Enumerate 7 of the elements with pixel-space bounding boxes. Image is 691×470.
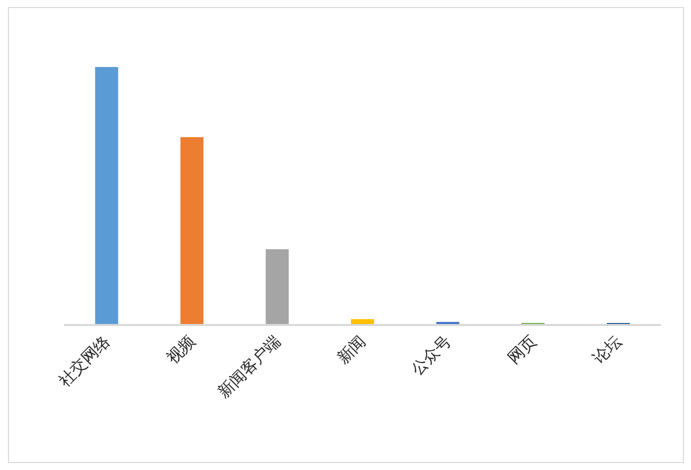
category-label: 公众号 xyxy=(408,332,455,379)
category-label: 论坛 xyxy=(590,332,626,368)
category-label: 新闻客户端 xyxy=(215,332,284,402)
category-label: 视频 xyxy=(164,332,199,368)
category-label: 新闻 xyxy=(334,332,370,368)
category-label: 社交网络 xyxy=(56,332,114,390)
category-label: 网页 xyxy=(505,332,540,368)
